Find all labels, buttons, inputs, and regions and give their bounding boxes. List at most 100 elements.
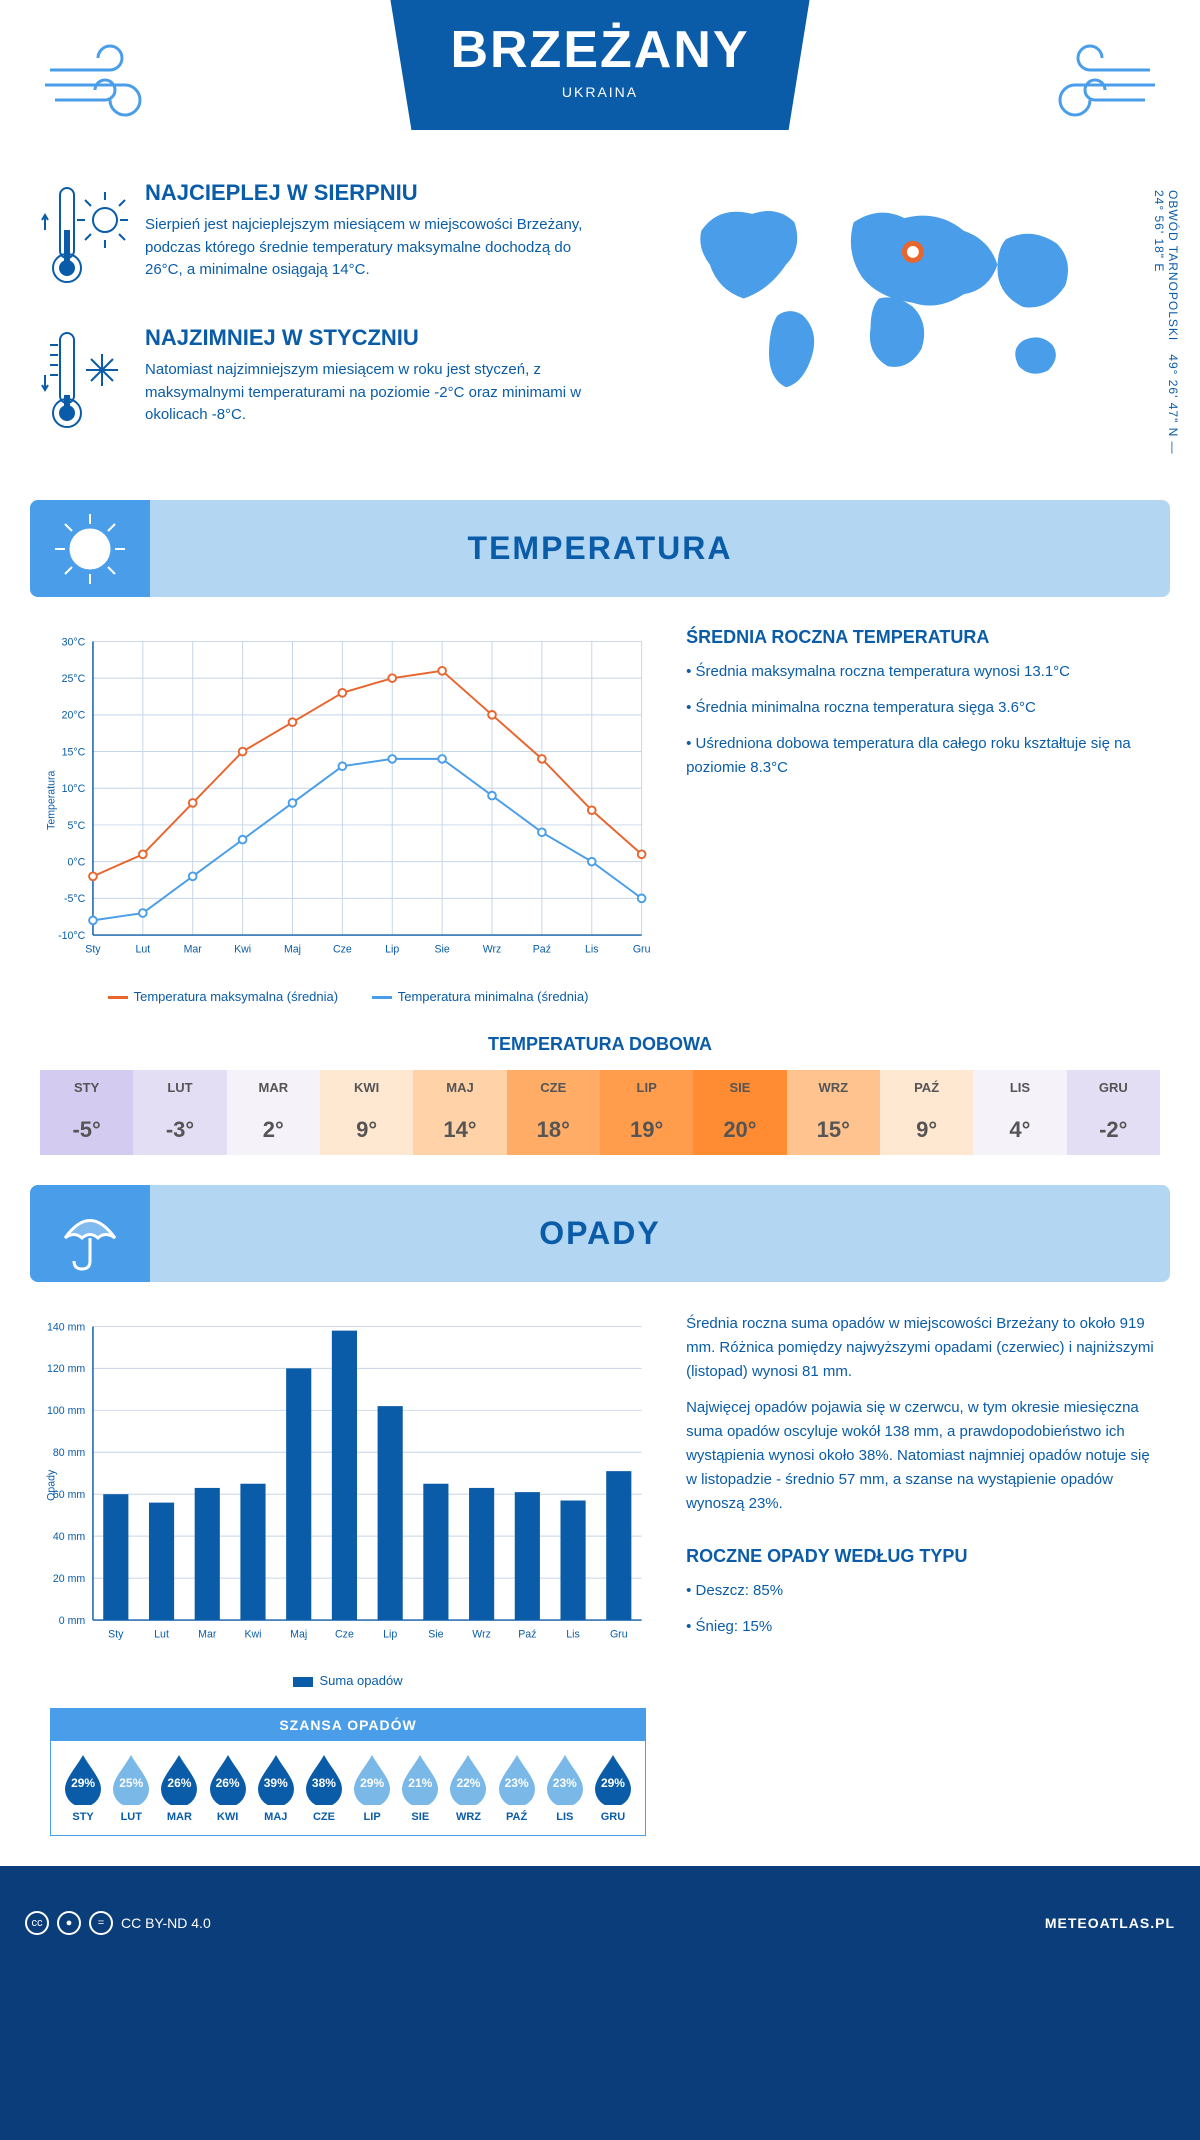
svg-text:Maj: Maj bbox=[284, 943, 301, 955]
sun-icon bbox=[30, 500, 150, 597]
chance-cell: 23% PAŹ bbox=[493, 1753, 541, 1823]
precip-legend: Suma opadów bbox=[40, 1673, 656, 1688]
warm-title: NAJCIEPLEJ W SIERPNIU bbox=[145, 180, 585, 206]
svg-text:Maj: Maj bbox=[290, 1628, 307, 1640]
chance-box: SZANSA OPADÓW 29% STY 25% LUT 26% MAR 26… bbox=[50, 1708, 646, 1836]
svg-text:Sie: Sie bbox=[434, 943, 449, 955]
month-cell: MAJ14° bbox=[413, 1070, 506, 1155]
svg-text:Paź: Paź bbox=[518, 1628, 536, 1640]
chance-cell: 25% LUT bbox=[107, 1753, 155, 1823]
svg-text:20 mm: 20 mm bbox=[53, 1572, 86, 1584]
svg-text:30°C: 30°C bbox=[62, 636, 86, 648]
chance-cell: 23% LIS bbox=[541, 1753, 589, 1823]
svg-text:10°C: 10°C bbox=[62, 783, 86, 795]
title-banner: BRZEŻANY UKRAINA bbox=[390, 0, 809, 130]
svg-text:60 mm: 60 mm bbox=[53, 1489, 86, 1501]
svg-text:-5°C: -5°C bbox=[64, 893, 86, 905]
umbrella-icon bbox=[30, 1185, 150, 1282]
chance-cell: 26% MAR bbox=[155, 1753, 203, 1823]
thermometer-hot-icon bbox=[40, 180, 130, 295]
svg-text:15°C: 15°C bbox=[62, 746, 86, 758]
svg-text:Lis: Lis bbox=[566, 1628, 580, 1640]
cold-title: NAJZIMNIEJ W STYCZNIU bbox=[145, 325, 585, 351]
wind-icon bbox=[40, 30, 180, 135]
svg-text:20°C: 20°C bbox=[62, 710, 86, 722]
warm-block: NAJCIEPLEJ W SIERPNIU Sierpień jest najc… bbox=[40, 180, 585, 295]
svg-text:5°C: 5°C bbox=[67, 820, 85, 832]
header: BRZEŻANY UKRAINA bbox=[30, 0, 1170, 180]
svg-text:Gru: Gru bbox=[633, 943, 651, 955]
footer: cc ● = CC BY-ND 4.0 METEOATLAS.PL bbox=[0, 1896, 1200, 1950]
brand: METEOATLAS.PL bbox=[1045, 1915, 1175, 1931]
svg-text:Lut: Lut bbox=[154, 1628, 169, 1640]
svg-text:80 mm: 80 mm bbox=[53, 1447, 86, 1459]
svg-text:-10°C: -10°C bbox=[58, 930, 86, 942]
temp-stats: ŚREDNIA ROCZNA TEMPERATURA • Średnia mak… bbox=[686, 627, 1160, 1004]
svg-text:Mar: Mar bbox=[198, 1628, 217, 1640]
month-cell: LUT-3° bbox=[133, 1070, 226, 1155]
month-cell: LIP19° bbox=[600, 1070, 693, 1155]
month-cell: SIE20° bbox=[693, 1070, 786, 1155]
nd-icon: = bbox=[89, 1911, 113, 1935]
warm-text: Sierpień jest najcieplejszym miesiącem w… bbox=[145, 214, 585, 282]
month-cell: WRZ15° bbox=[787, 1070, 880, 1155]
chance-cell: 38% CZE bbox=[300, 1753, 348, 1823]
temp-legend: Temperatura maksymalna (średnia) Tempera… bbox=[40, 989, 656, 1004]
precip-banner: OPADY bbox=[30, 1185, 1170, 1282]
chance-cell: 29% LIP bbox=[348, 1753, 396, 1823]
svg-text:100 mm: 100 mm bbox=[47, 1405, 85, 1417]
chance-cell: 21% SIE bbox=[396, 1753, 444, 1823]
temperature-line-chart: -10°C -5°C 0°C 5°C 10°C 15°C 20°C 25°C 30°C Sty Lu… bbox=[40, 627, 656, 974]
svg-text:0 mm: 0 mm bbox=[59, 1614, 86, 1626]
svg-text:Sty: Sty bbox=[85, 943, 101, 955]
country-name: UKRAINA bbox=[450, 84, 749, 100]
svg-text:Wrz: Wrz bbox=[472, 1628, 491, 1640]
svg-text:Cze: Cze bbox=[333, 943, 352, 955]
month-cell: STY-5° bbox=[40, 1070, 133, 1155]
daily-temp-heading: TEMPERATURA DOBOWA bbox=[30, 1034, 1170, 1055]
svg-text:Sie: Sie bbox=[428, 1628, 443, 1640]
svg-text:Wrz: Wrz bbox=[483, 943, 502, 955]
city-name: BRZEŻANY bbox=[450, 20, 749, 80]
cold-block: NAJZIMNIEJ W STYCZNIU Natomiast najzimni… bbox=[40, 325, 585, 440]
precip-bar-chart: 0 mm20 mm40 mm60 mm80 mm100 mm120 mm140 … bbox=[40, 1312, 656, 1659]
chance-cell: 26% KWI bbox=[204, 1753, 252, 1823]
svg-text:40 mm: 40 mm bbox=[53, 1531, 86, 1543]
daily-temp-table: STY-5°LUT-3°MAR2°KWI9°MAJ14°CZE18°LIP19°… bbox=[40, 1070, 1160, 1155]
svg-text:120 mm: 120 mm bbox=[47, 1363, 85, 1375]
month-cell: PAŹ9° bbox=[880, 1070, 973, 1155]
svg-text:Temperatura: Temperatura bbox=[45, 770, 57, 829]
svg-text:Lis: Lis bbox=[585, 943, 599, 955]
svg-text:Kwi: Kwi bbox=[234, 943, 251, 955]
wind-icon bbox=[1020, 30, 1160, 135]
chance-cell: 29% GRU bbox=[589, 1753, 637, 1823]
chance-cell: 29% STY bbox=[59, 1753, 107, 1823]
precip-text: Średnia roczna suma opadów w miejscowośc… bbox=[686, 1312, 1160, 1867]
svg-text:Gru: Gru bbox=[610, 1628, 628, 1640]
month-cell: MAR2° bbox=[227, 1070, 320, 1155]
svg-text:Lip: Lip bbox=[383, 1628, 397, 1640]
svg-text:Lip: Lip bbox=[385, 943, 399, 955]
intro-section: NAJCIEPLEJ W SIERPNIU Sierpień jest najc… bbox=[30, 180, 1170, 500]
license: cc ● = CC BY-ND 4.0 bbox=[25, 1911, 211, 1935]
month-cell: KWI9° bbox=[320, 1070, 413, 1155]
svg-text:Opady: Opady bbox=[45, 1469, 57, 1501]
by-icon: ● bbox=[57, 1911, 81, 1935]
svg-text:Paź: Paź bbox=[533, 943, 551, 955]
temperature-banner: TEMPERATURA bbox=[30, 500, 1170, 597]
world-map bbox=[615, 180, 1160, 400]
svg-text:Mar: Mar bbox=[184, 943, 203, 955]
chance-cell: 22% WRZ bbox=[444, 1753, 492, 1823]
svg-text:25°C: 25°C bbox=[62, 673, 86, 685]
svg-text:0°C: 0°C bbox=[67, 856, 85, 868]
chance-cell: 39% MAJ bbox=[252, 1753, 300, 1823]
cc-icon: cc bbox=[25, 1911, 49, 1935]
coordinates: OBWÓD TARNOPOLSKI 49° 26' 47" N — 24° 56… bbox=[1152, 190, 1180, 470]
svg-text:Lut: Lut bbox=[135, 943, 150, 955]
month-cell: GRU-2° bbox=[1067, 1070, 1160, 1155]
svg-text:Kwi: Kwi bbox=[244, 1628, 261, 1640]
svg-text:Cze: Cze bbox=[335, 1628, 354, 1640]
cold-text: Natomiast najzimniejszym miesiącem w rok… bbox=[145, 359, 585, 427]
thermometer-cold-icon bbox=[40, 325, 130, 440]
svg-text:Sty: Sty bbox=[108, 1628, 124, 1640]
